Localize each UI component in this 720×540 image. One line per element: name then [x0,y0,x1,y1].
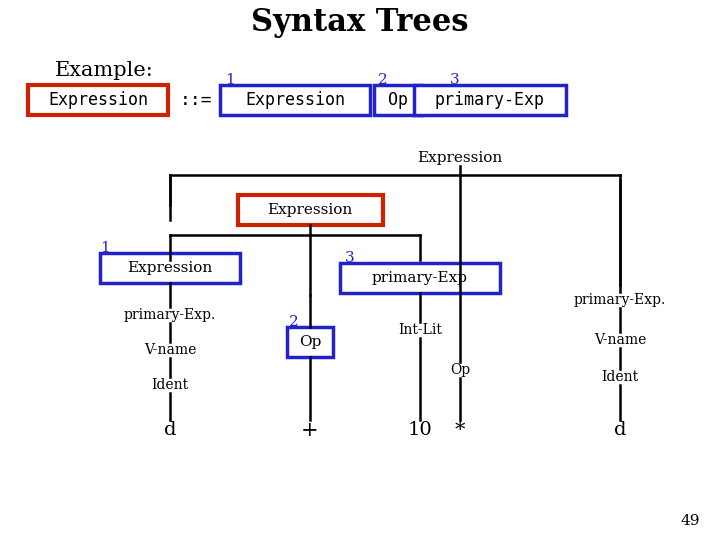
Bar [374,85,422,115]
Bar [238,195,382,225]
Text: primary-Exp.: primary-Exp. [124,308,216,322]
Text: 3: 3 [345,251,355,265]
Text: d: d [163,421,176,439]
Text: V-name: V-name [594,333,646,347]
Text: Expression: Expression [267,203,353,217]
Text: Int-Lit: Int-Lit [398,323,442,337]
Text: Expression: Expression [245,91,345,109]
Text: primary-Exp.: primary-Exp. [574,293,666,307]
Text: primary-Exp: primary-Exp [372,271,468,285]
Text: Ident: Ident [601,370,639,384]
Text: V-name: V-name [144,343,196,357]
Text: Example:: Example: [55,60,154,79]
Text: Expression: Expression [48,91,148,109]
Text: 1: 1 [100,241,110,255]
Text: 1: 1 [225,73,235,87]
Text: Ident: Ident [151,378,189,392]
Text: 2: 2 [378,73,388,87]
Text: ::=: ::= [180,91,212,109]
Text: Op: Op [388,91,408,109]
Text: 3: 3 [450,73,460,87]
Text: 10: 10 [408,421,433,439]
Bar [28,85,168,115]
Text: Expression: Expression [418,151,503,165]
Text: primary-Exp: primary-Exp [435,91,545,109]
Text: 2: 2 [289,315,299,329]
Bar [287,327,333,357]
Bar [220,85,370,115]
Text: Op: Op [450,363,470,377]
Bar [414,85,566,115]
Text: *: * [455,421,465,440]
Text: Op: Op [299,335,321,349]
Bar [340,263,500,293]
Text: 49: 49 [680,514,700,528]
Text: Syntax Trees: Syntax Trees [251,6,469,37]
Bar [100,253,240,283]
Text: d: d [613,421,626,439]
Text: +: + [301,421,319,440]
Text: Expression: Expression [127,261,212,275]
